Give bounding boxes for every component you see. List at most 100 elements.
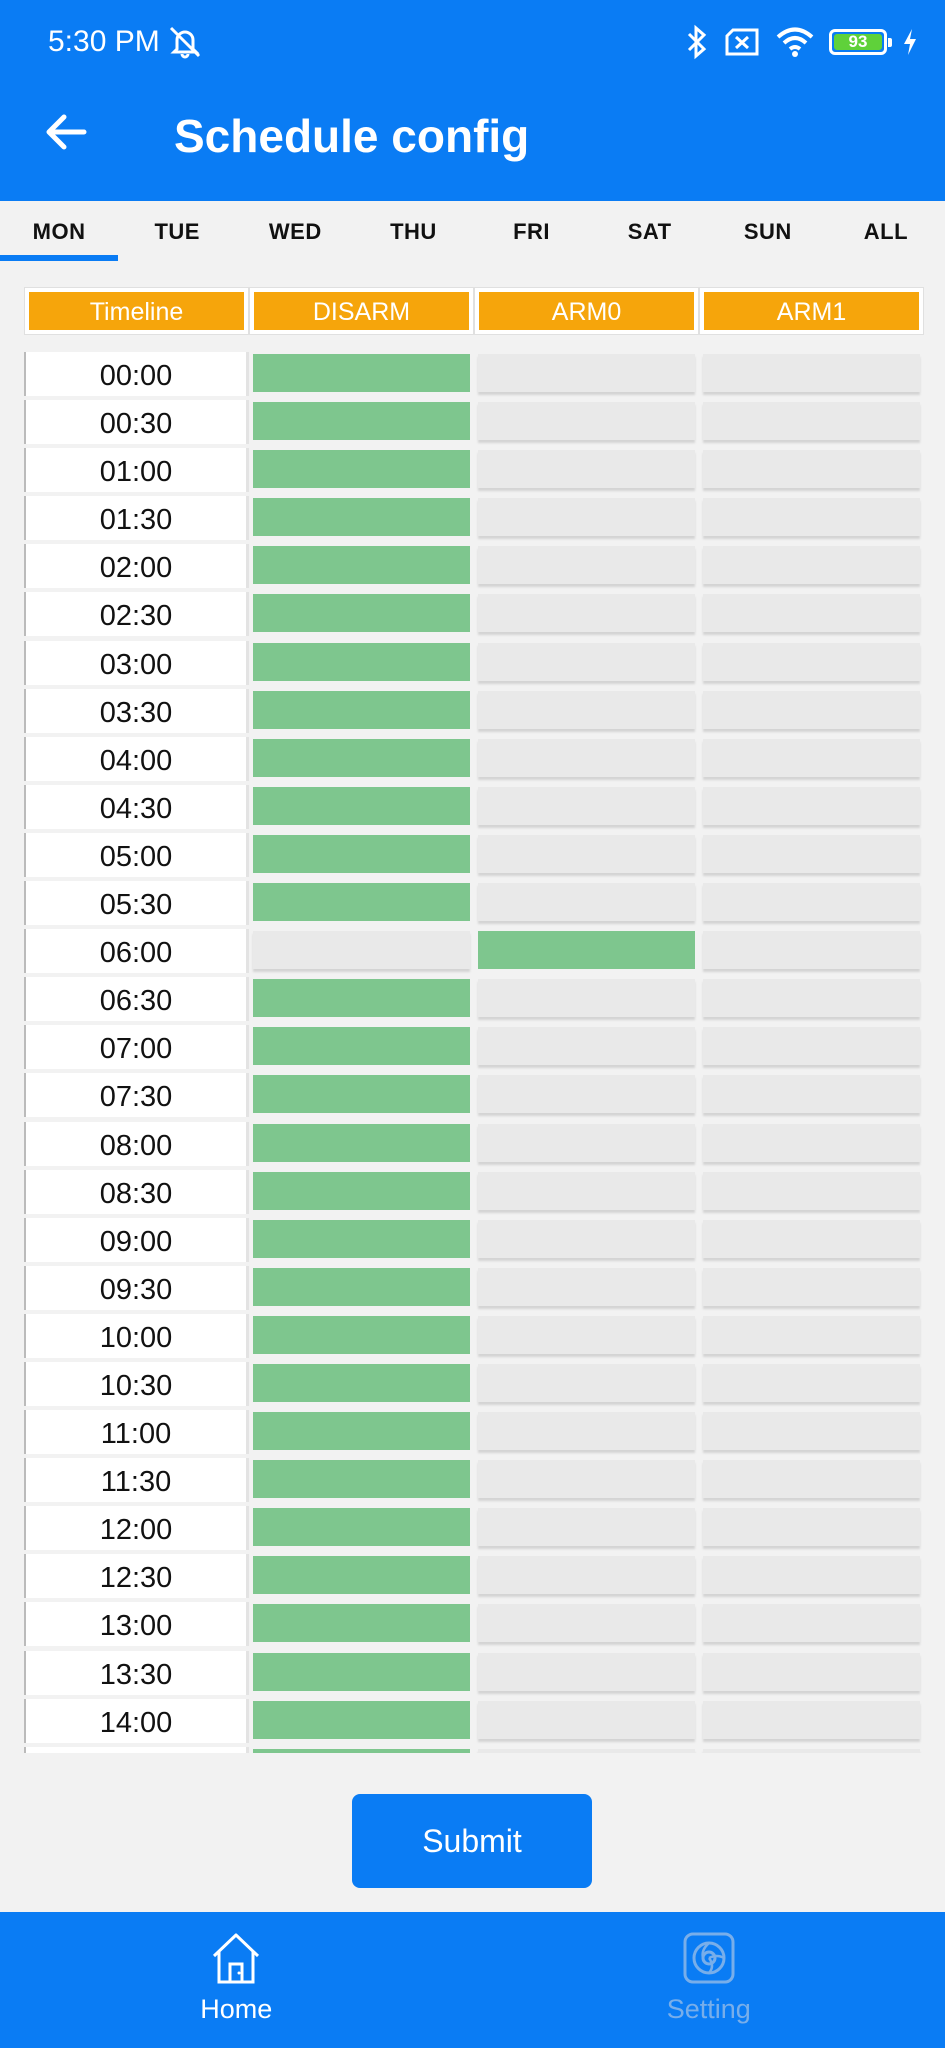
slot-disarm[interactable] xyxy=(249,735,474,783)
slot-arm0[interactable] xyxy=(474,446,699,494)
slot-disarm[interactable] xyxy=(249,1071,474,1119)
slot-disarm[interactable] xyxy=(249,350,474,398)
slot-disarm[interactable] xyxy=(249,1360,474,1408)
slot-disarm[interactable] xyxy=(249,1023,474,1071)
tab-all[interactable]: ALL xyxy=(863,219,909,244)
slot-arm0[interactable] xyxy=(474,1360,699,1408)
slot-disarm[interactable] xyxy=(249,446,474,494)
slot-arm1[interactable] xyxy=(699,350,924,398)
back-button[interactable] xyxy=(38,104,94,160)
slot-arm0[interactable] xyxy=(474,1120,699,1168)
slot-arm1[interactable] xyxy=(699,783,924,831)
slot-arm0[interactable] xyxy=(474,590,699,638)
slot-disarm[interactable] xyxy=(249,1264,474,1312)
tab-tue[interactable]: TUE xyxy=(154,219,200,244)
slot-arm0[interactable] xyxy=(474,1600,699,1648)
slot-arm1[interactable] xyxy=(699,1168,924,1216)
slot-arm1[interactable] xyxy=(699,1600,924,1648)
slot-disarm[interactable] xyxy=(249,1120,474,1168)
slot-disarm[interactable] xyxy=(249,1552,474,1600)
slot-arm0[interactable] xyxy=(474,1649,699,1697)
slot-disarm[interactable] xyxy=(249,398,474,446)
slot-arm0[interactable] xyxy=(474,1745,699,1753)
slot-arm0[interactable] xyxy=(474,494,699,542)
slot-disarm[interactable] xyxy=(249,1408,474,1456)
slot-arm1[interactable] xyxy=(699,975,924,1023)
slot-arm1[interactable] xyxy=(699,1745,924,1753)
slot-arm0[interactable] xyxy=(474,350,699,398)
slot-arm1[interactable] xyxy=(699,1120,924,1168)
slot-disarm[interactable] xyxy=(249,1312,474,1360)
slot-arm1[interactable] xyxy=(699,1649,924,1697)
slot-arm0[interactable] xyxy=(474,927,699,975)
tab-thu[interactable]: THU xyxy=(390,219,437,244)
slot-arm0[interactable] xyxy=(474,975,699,1023)
slot-arm1[interactable] xyxy=(699,1264,924,1312)
slot-arm1[interactable] xyxy=(699,735,924,783)
tab-sun[interactable]: SUN xyxy=(743,219,792,244)
slot-arm1[interactable] xyxy=(699,1552,924,1600)
slot-arm0[interactable] xyxy=(474,1552,699,1600)
slot-disarm[interactable] xyxy=(249,831,474,879)
slot-arm1[interactable] xyxy=(699,1456,924,1504)
slot-arm1[interactable] xyxy=(699,927,924,975)
slot-arm1[interactable] xyxy=(699,494,924,542)
slot-arm1[interactable] xyxy=(699,590,924,638)
slot-arm0[interactable] xyxy=(474,783,699,831)
tab-fri[interactable]: FRI xyxy=(513,219,551,244)
submit-button[interactable]: Submit xyxy=(352,1794,592,1888)
slot-disarm[interactable] xyxy=(249,927,474,975)
slot-disarm[interactable] xyxy=(249,975,474,1023)
slot-arm0[interactable] xyxy=(474,1408,699,1456)
slot-disarm[interactable] xyxy=(249,1504,474,1552)
slot-arm1[interactable] xyxy=(699,1408,924,1456)
tab-wed[interactable]: WED xyxy=(268,219,322,244)
slot-disarm[interactable] xyxy=(249,879,474,927)
slot-arm1[interactable] xyxy=(699,542,924,590)
slot-arm1[interactable] xyxy=(699,1216,924,1264)
slot-arm1[interactable] xyxy=(699,446,924,494)
slot-arm0[interactable] xyxy=(474,1504,699,1552)
slot-arm0[interactable] xyxy=(474,1264,699,1312)
slot-disarm[interactable] xyxy=(249,494,474,542)
nav-setting[interactable]: Setting xyxy=(473,1912,945,2048)
slot-arm1[interactable] xyxy=(699,1504,924,1552)
slot-arm0[interactable] xyxy=(474,1071,699,1119)
slot-disarm[interactable] xyxy=(249,1600,474,1648)
slot-disarm[interactable] xyxy=(249,542,474,590)
slot-arm0[interactable] xyxy=(474,879,699,927)
schedule-grid[interactable]: 00:00 00:30 01:00 01:30 02:00 02:30 03:00 03:30… xyxy=(24,350,924,1753)
slot-arm0[interactable] xyxy=(474,639,699,687)
slot-arm0[interactable] xyxy=(474,398,699,446)
slot-arm0[interactable] xyxy=(474,1697,699,1745)
slot-arm0[interactable] xyxy=(474,1312,699,1360)
slot-disarm[interactable] xyxy=(249,639,474,687)
slot-arm1[interactable] xyxy=(699,1312,924,1360)
slot-disarm[interactable] xyxy=(249,1216,474,1264)
slot-arm0[interactable] xyxy=(474,1168,699,1216)
slot-arm1[interactable] xyxy=(699,1071,924,1119)
slot-disarm[interactable] xyxy=(249,1456,474,1504)
slot-arm0[interactable] xyxy=(474,1456,699,1504)
slot-arm1[interactable] xyxy=(699,639,924,687)
slot-disarm[interactable] xyxy=(249,1168,474,1216)
tab-sat[interactable]: SAT xyxy=(627,219,672,244)
slot-arm1[interactable] xyxy=(699,1697,924,1745)
slot-arm1[interactable] xyxy=(699,1023,924,1071)
slot-arm1[interactable] xyxy=(699,398,924,446)
slot-arm1[interactable] xyxy=(699,1360,924,1408)
slot-arm1[interactable] xyxy=(699,879,924,927)
slot-arm0[interactable] xyxy=(474,831,699,879)
slot-disarm[interactable] xyxy=(249,1745,474,1753)
slot-arm1[interactable] xyxy=(699,687,924,735)
slot-arm0[interactable] xyxy=(474,687,699,735)
slot-arm0[interactable] xyxy=(474,542,699,590)
slot-disarm[interactable] xyxy=(249,687,474,735)
slot-disarm[interactable] xyxy=(249,1697,474,1745)
slot-arm0[interactable] xyxy=(474,735,699,783)
nav-home[interactable]: Home xyxy=(0,1912,473,2048)
tab-mon[interactable]: MON xyxy=(0,201,119,263)
slot-arm1[interactable] xyxy=(699,831,924,879)
slot-arm0[interactable] xyxy=(474,1216,699,1264)
slot-arm0[interactable] xyxy=(474,1023,699,1071)
